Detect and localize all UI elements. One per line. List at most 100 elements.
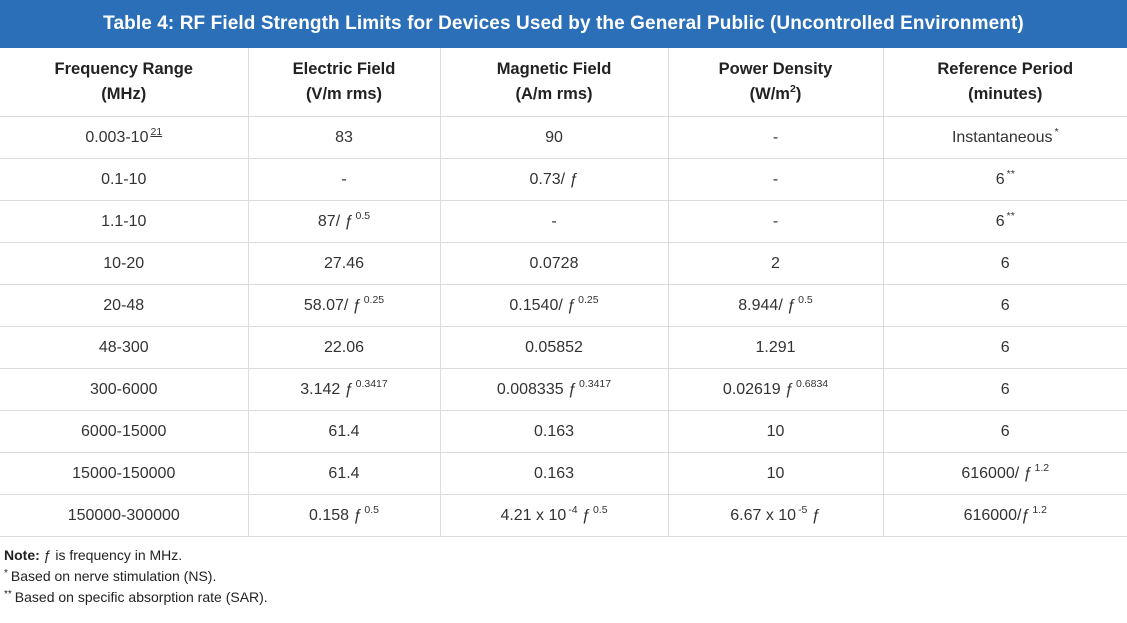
cell-value: 58.07/ ƒ (303, 296, 362, 314)
rf-limits-table: Frequency Range (MHz) Electric Field (V/m r… (0, 48, 1127, 537)
notes: Note: ƒ is frequency in MHz. * Based on n… (0, 537, 1127, 608)
cell-value: 61.4 (328, 422, 360, 440)
cell-superscript: 21 (150, 125, 163, 138)
table-cell: 10-20 (0, 242, 249, 285)
column-header-title: Magnetic Field (496, 60, 612, 78)
table-cell: 0.05852 (440, 326, 669, 369)
table-row: 20-48 58.07/ ƒ 0.25 0.1540/ ƒ 0.25 8.944/ ƒ 0.… (0, 284, 1127, 327)
cell-value: 6 (1000, 422, 1010, 440)
unit-text: (MHz) (101, 85, 147, 103)
cell-value: - (341, 170, 347, 188)
table-cell: 61.4 (248, 410, 441, 453)
cell-value: Instantaneous (951, 128, 1053, 146)
unit-superscript: 2 (789, 83, 796, 95)
table-row: 6000-15000 61.4 0.163 10 6 (0, 410, 1127, 453)
table-cell: 61.4 (248, 452, 441, 495)
cell-value: 1.1-10 (101, 212, 147, 230)
cell-value: 3.142 ƒ (300, 380, 354, 398)
table-cell: 3.142 ƒ 0.3417 (248, 368, 441, 411)
table-cell: 8.944/ ƒ 0.5 (668, 284, 884, 327)
table-cell: 27.46 (248, 242, 441, 285)
table-cell: 150000-300000 (0, 494, 249, 537)
table-cell: 0.008335 ƒ 0.3417 (440, 368, 669, 411)
table-cell: 0.163 (440, 410, 669, 453)
column-header-title: Frequency Range (54, 60, 193, 78)
cell-value: - (772, 212, 779, 230)
cell-value: 0.1-10 (101, 170, 147, 188)
cell-superscript: 1.2 (1032, 503, 1047, 516)
cell-value: 6 (995, 212, 1005, 230)
cell-value: 90 (545, 128, 563, 146)
table-cell: 58.07/ ƒ 0.25 (248, 284, 441, 327)
cell-value: 0.02619 ƒ (722, 380, 795, 398)
table-cell: 83 (248, 116, 441, 159)
cell-superscript: 0.5 (355, 209, 371, 222)
column-header: Reference Period (minutes) (883, 48, 1127, 117)
table-cell: 616000/ƒ 1.2 (883, 494, 1127, 537)
table-cell: 6 (883, 284, 1127, 327)
table-cell: 0.1540/ ƒ 0.25 (440, 284, 669, 327)
cell-value: 2 (771, 254, 780, 272)
table-cell: 0.73/ ƒ (440, 158, 669, 201)
table-body: 0.003-10 21 83 90 - Instantaneous * 0.1-10 - 0.73… (0, 116, 1127, 537)
table-cell: 90 (440, 116, 669, 159)
cell-value: 616000/ƒ (963, 506, 1031, 524)
cell-superscript: 0.3417 (355, 377, 388, 390)
cell-value: 6 (995, 170, 1005, 188)
cell-value: 0.003-10 (85, 128, 149, 146)
table-cell: 0.003-10 21 (0, 116, 249, 159)
table-row: 48-300 22.06 0.05852 1.291 6 (0, 326, 1127, 369)
cell-value: 61.4 (328, 464, 360, 482)
column-header-unit: (MHz) (0, 82, 248, 107)
column-header-unit: (V/m rms) (249, 82, 440, 107)
column-header-unit: (A/m rms) (441, 82, 668, 107)
cell-superscript: 1.2 (1034, 461, 1050, 474)
cell-value: 300-6000 (89, 380, 158, 398)
cell-value: 22.06 (323, 338, 365, 356)
ns-text: Based on nerve stimulation (NS). (10, 568, 217, 584)
note-text: ƒ is frequency in MHz. (39, 547, 183, 563)
cell-suffix: ƒ (577, 506, 591, 524)
table-cell: 22.06 (248, 326, 441, 369)
cell-superscript: 0.25 (363, 293, 385, 306)
cell-value: - (551, 212, 557, 230)
ns-marker: * (4, 568, 8, 579)
table-cell: 48-300 (0, 326, 249, 369)
table-cell: - (668, 200, 884, 243)
cell-value: 0.05852 (525, 338, 583, 356)
table-cell: 4.21 x 10 -4 ƒ 0.5 (440, 494, 669, 537)
note-frequency: Note: ƒ is frequency in MHz. (4, 545, 1127, 566)
cell-value: 6 (1000, 254, 1010, 272)
table-row: 0.1-10 - 0.73/ ƒ - 6 ** (0, 158, 1127, 201)
table-cell: 20-48 (0, 284, 249, 327)
table-cell: 1.1-10 (0, 200, 249, 243)
table-cell: 10 (668, 410, 884, 453)
table-cell: 6 (883, 326, 1127, 369)
table-row: 0.003-10 21 83 90 - Instantaneous * (0, 116, 1127, 159)
table-cell: 15000-150000 (0, 452, 249, 495)
note-ns: * Based on nerve stimulation (NS). (4, 566, 1127, 587)
table-cell: 6 ** (883, 158, 1127, 201)
table-row: 150000-300000 0.158 ƒ 0.5 4.21 x 10 -4 ƒ 0.5 6… (0, 494, 1127, 537)
unit-text: (V/m rms) (305, 85, 383, 103)
unit-text: (W/m (749, 85, 790, 103)
cell-superscript: 0.5 (364, 503, 379, 516)
table-cell: 0.0728 (440, 242, 669, 285)
cell-superscript: 0.5 (798, 293, 813, 306)
cell-superscript: * (1054, 125, 1059, 138)
table-cell: - (248, 158, 441, 201)
table-cell: - (668, 116, 884, 159)
table-cell: 10 (668, 452, 884, 495)
sar-marker: ** (4, 589, 12, 600)
table-cell: 0.158 ƒ 0.5 (248, 494, 441, 537)
column-header-title: Power Density (718, 60, 833, 78)
cell-value: 0.73/ ƒ (529, 170, 579, 188)
table-row: 10-20 27.46 0.0728 2 6 (0, 242, 1127, 285)
column-header-title: Electric Field (292, 60, 396, 78)
column-header: Electric Field (V/m rms) (248, 48, 441, 117)
cell-superscript: -5 (798, 503, 808, 516)
cell-value: 6 (1000, 380, 1010, 398)
cell-value: 27.46 (323, 254, 365, 272)
cell-value: - (772, 170, 779, 188)
cell-value: 0.1540/ ƒ (509, 296, 577, 314)
